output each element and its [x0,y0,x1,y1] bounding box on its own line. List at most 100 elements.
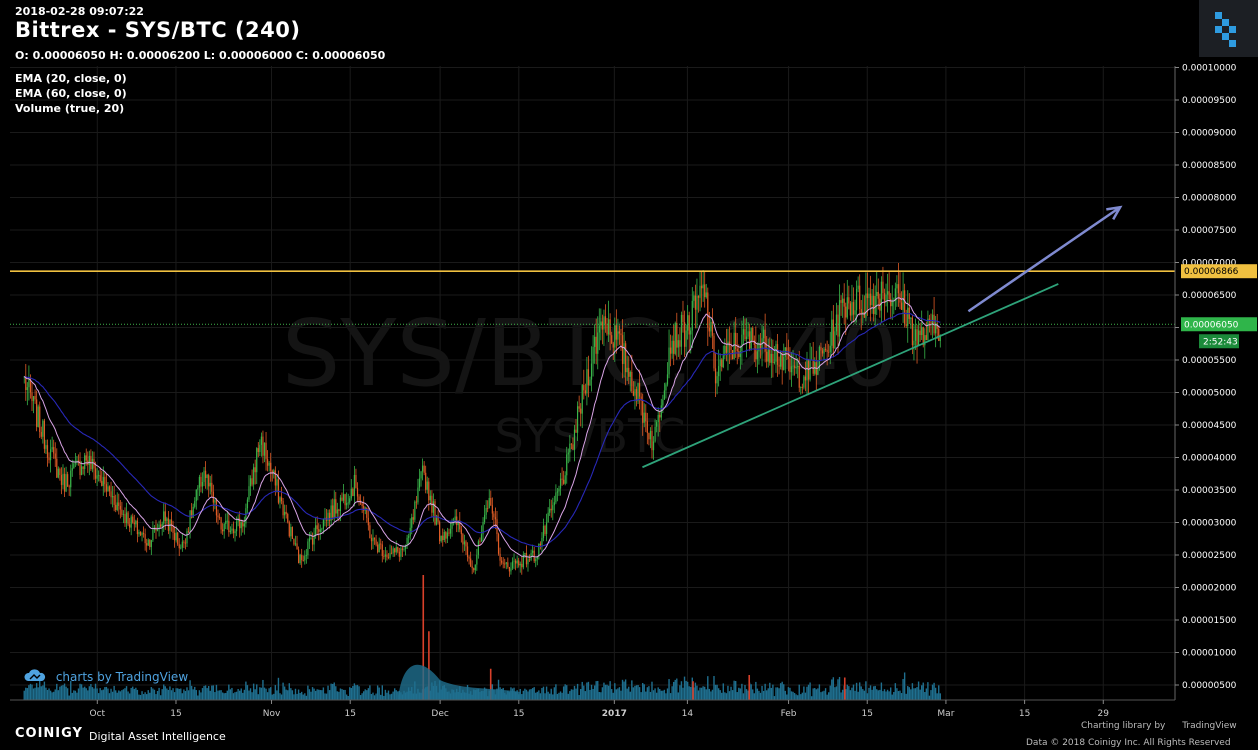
candle-body [214,500,216,503]
volume-bar [319,690,321,700]
volume-bar [217,690,219,700]
volume-bar [708,688,711,700]
price-axis[interactable]: 0.00010000 0.00009500 0.00009000 0.00008500… [1174,64,1237,701]
volume-bar [564,684,566,700]
tradingview-small-label[interactable]: TradingView [1182,721,1237,731]
volume-bar [682,687,684,700]
volume-bar [386,692,388,700]
candle-body [673,340,675,354]
candle-body [377,544,379,553]
candle-body [177,532,179,545]
volume-bar [237,688,239,700]
volume-bar [838,676,841,700]
candle-body [194,501,196,507]
volume-bar [662,690,664,700]
volume-bar [390,693,393,700]
volume-bar [186,687,188,700]
time-axis[interactable]: Oct 15 Nov 15 Dec 15 2017 14 Feb 15 Mar 15 29 [10,699,1175,719]
candle-body [511,561,514,569]
volume-bar [741,683,743,700]
volume-bar [197,695,199,700]
study-ema20[interactable]: EMA (20, close, 0) [15,72,127,85]
candle-body [315,525,317,536]
volume-bar [753,693,755,700]
projection-arrow[interactable] [967,205,1123,313]
candle-body [883,293,886,303]
candle-body [332,505,334,518]
volume-bar [707,676,709,700]
volume-bar [339,688,342,700]
candle-body [284,511,286,516]
candle-body [821,350,824,354]
time-tick-label: Oct [90,709,106,719]
candle-body [105,484,107,492]
study-volume[interactable]: Volume (true, 20) [15,102,125,115]
volume-bar [226,690,228,700]
candle-body [285,511,287,515]
candle-body [896,284,898,289]
volume-bar [659,688,661,700]
candle-body [510,568,512,572]
candle-body [877,291,879,299]
candle-body [563,479,565,484]
candle-body [490,498,492,506]
volume-bar [888,691,890,700]
candle-body [874,295,876,315]
candle-body [487,507,489,509]
candle-body [228,520,230,533]
volume-bar [373,695,376,700]
time-tick-label: 2017 [602,709,627,719]
candle-body [363,506,365,511]
volume-bar [26,688,29,700]
candle-body [253,467,255,485]
candle-body [366,507,368,518]
volume-bar [172,688,174,700]
volume-spike [489,668,492,700]
tradingview-brand[interactable]: charts by TradingView [24,669,188,684]
price-tick-label: 0.00004500 [1182,421,1237,431]
candle-body [101,481,103,486]
candle-body [421,465,424,472]
candle-body [576,406,579,433]
candle-body [404,544,407,549]
candle-body [668,347,670,375]
candle-body [186,531,188,544]
volume-bar [806,686,808,700]
candle-body [394,548,396,553]
volume-bar [57,690,60,700]
volume-bar [519,688,521,700]
volume-bar [88,686,91,700]
candle-body [276,479,278,486]
candle-body [905,324,907,326]
candle-body [31,392,33,402]
volume-bar [367,688,370,700]
coinigy-wordmark[interactable]: COINIGY [15,726,83,741]
candle-body [812,359,814,374]
candle-body [570,443,572,445]
volume-bar [852,684,855,700]
volume-bar [218,690,221,700]
coinigy-logo-button[interactable] [1199,0,1258,57]
volume-bar [330,683,332,700]
candle-body [158,524,160,530]
volume-bar [938,685,940,700]
candle-body [607,319,610,335]
candle-body [43,420,45,449]
candle-body [697,295,700,298]
volume-bar [767,688,769,700]
candle-body [225,520,227,524]
candle-body [477,541,479,555]
study-ema60[interactable]: EMA (60, close, 0) [15,87,127,100]
candle-body [397,547,399,552]
volume-bar [598,691,600,700]
volume-bar [336,691,339,700]
volume-bar [792,691,794,700]
candle-body [592,346,594,364]
candle-body [302,560,304,561]
candle-body [590,363,593,380]
candle-body [411,517,413,528]
candle-body [626,367,628,373]
candle-body [164,511,166,521]
support-trendline[interactable] [642,283,1059,469]
